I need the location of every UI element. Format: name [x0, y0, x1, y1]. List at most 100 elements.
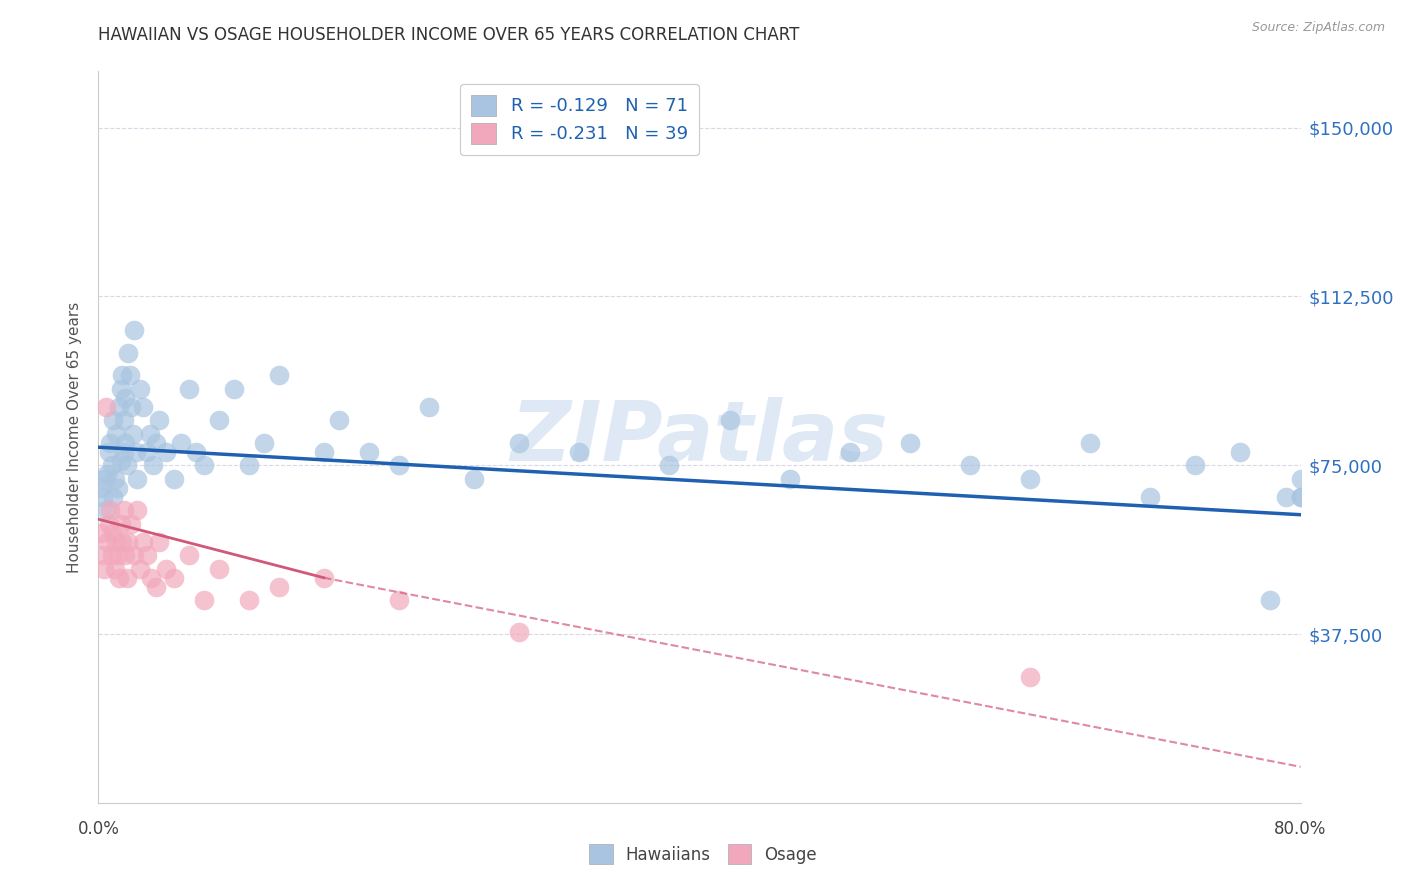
- Point: [388, 458, 411, 473]
- Point: [112, 503, 135, 517]
- Point: [124, 323, 146, 337]
- Point: [1289, 490, 1312, 504]
- Point: [105, 426, 128, 441]
- Point: [193, 458, 215, 473]
- Point: [208, 413, 231, 427]
- Point: [129, 382, 152, 396]
- Point: [267, 368, 290, 383]
- Point: [162, 571, 184, 585]
- Point: [122, 426, 145, 441]
- Point: [177, 382, 200, 396]
- Legend: R = -0.129   N = 71, R = -0.231   N = 39: R = -0.129 N = 71, R = -0.231 N = 39: [460, 84, 699, 154]
- Point: [312, 571, 335, 585]
- Point: [418, 400, 440, 414]
- Point: [91, 490, 114, 504]
- Point: [959, 458, 981, 473]
- Point: [121, 400, 143, 414]
- Point: [1289, 490, 1312, 504]
- Point: [132, 534, 155, 549]
- Point: [1019, 472, 1042, 486]
- Point: [118, 368, 141, 383]
- Point: [1019, 670, 1042, 684]
- Point: [124, 548, 146, 562]
- Point: [238, 458, 260, 473]
- Point: [312, 444, 335, 458]
- Point: [110, 516, 132, 531]
- Point: [328, 413, 350, 427]
- Point: [111, 534, 134, 549]
- Point: [110, 453, 132, 467]
- Point: [114, 391, 136, 405]
- Text: HAWAIIAN VS OSAGE HOUSEHOLDER INCOME OVER 65 YEARS CORRELATION CHART: HAWAIIAN VS OSAGE HOUSEHOLDER INCOME OVE…: [98, 26, 800, 44]
- Point: [91, 548, 114, 562]
- Point: [779, 472, 801, 486]
- Text: ZIPatlas: ZIPatlas: [510, 397, 889, 477]
- Point: [148, 413, 170, 427]
- Point: [115, 571, 138, 585]
- Point: [267, 580, 290, 594]
- Point: [177, 548, 200, 562]
- Point: [138, 426, 160, 441]
- Point: [94, 400, 117, 414]
- Point: [96, 534, 118, 549]
- Point: [155, 444, 177, 458]
- Point: [135, 548, 157, 562]
- Point: [155, 562, 177, 576]
- Point: [139, 571, 162, 585]
- Point: [129, 562, 152, 576]
- Point: [103, 490, 125, 504]
- Point: [148, 534, 170, 549]
- Point: [388, 593, 411, 607]
- Point: [94, 503, 117, 517]
- Point: [107, 548, 129, 562]
- Point: [104, 562, 127, 576]
- Point: [132, 400, 155, 414]
- Point: [1274, 490, 1296, 504]
- Point: [101, 458, 124, 473]
- Point: [1078, 435, 1101, 450]
- Point: [718, 413, 741, 427]
- Point: [101, 548, 124, 562]
- Point: [1289, 472, 1312, 486]
- Point: [238, 593, 260, 607]
- Point: [103, 413, 125, 427]
- Text: 0.0%: 0.0%: [77, 820, 120, 838]
- Point: [115, 458, 138, 473]
- Point: [170, 435, 193, 450]
- Text: 80.0%: 80.0%: [1274, 820, 1327, 838]
- Point: [103, 525, 125, 540]
- Point: [108, 400, 131, 414]
- Point: [141, 458, 163, 473]
- Point: [184, 444, 207, 458]
- Text: Source: ZipAtlas.com: Source: ZipAtlas.com: [1251, 21, 1385, 34]
- Point: [135, 444, 157, 458]
- Point: [1139, 490, 1161, 504]
- Point: [508, 624, 530, 639]
- Point: [127, 503, 149, 517]
- Legend: Hawaiians, Osage: Hawaiians, Osage: [582, 838, 824, 871]
- Point: [112, 444, 135, 458]
- Point: [112, 413, 135, 427]
- Point: [90, 525, 112, 540]
- Point: [357, 444, 380, 458]
- Point: [121, 516, 143, 531]
- Point: [108, 571, 131, 585]
- Point: [463, 472, 485, 486]
- Point: [117, 534, 139, 549]
- Point: [658, 458, 681, 473]
- Point: [97, 444, 120, 458]
- Point: [838, 444, 860, 458]
- Point: [898, 435, 921, 450]
- Point: [127, 472, 149, 486]
- Point: [568, 444, 591, 458]
- Point: [96, 467, 118, 482]
- Point: [107, 481, 129, 495]
- Point: [104, 472, 127, 486]
- Point: [93, 562, 115, 576]
- Point: [145, 435, 167, 450]
- Point: [508, 435, 530, 450]
- Point: [1184, 458, 1206, 473]
- Point: [100, 435, 122, 450]
- Point: [97, 516, 120, 531]
- Point: [1229, 444, 1251, 458]
